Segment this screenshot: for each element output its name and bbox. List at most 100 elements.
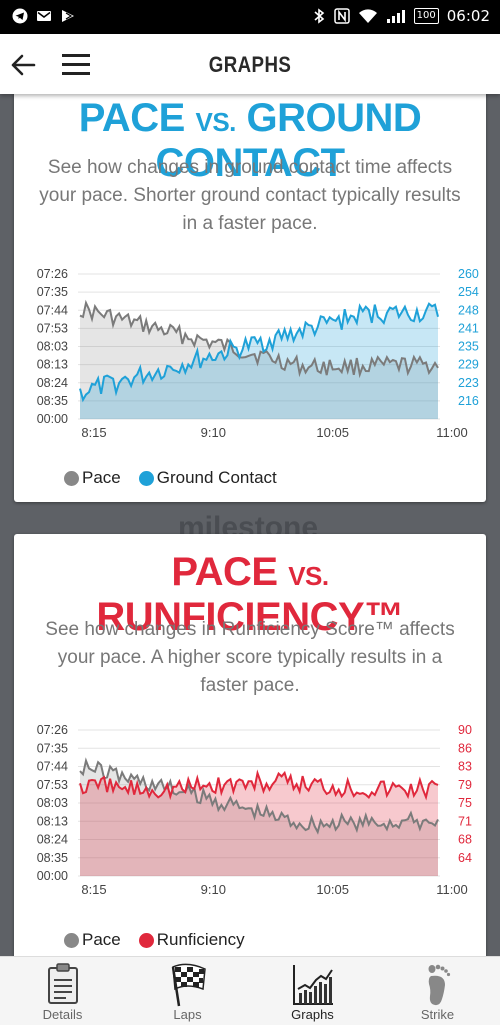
card-description: See how changes in ground contact time a… bbox=[39, 157, 461, 234]
bluetooth-icon bbox=[314, 8, 324, 24]
card-title-vs: VS. bbox=[288, 561, 329, 591]
graph-icon bbox=[292, 965, 333, 1005]
tab-label: Strike bbox=[420, 1007, 455, 1022]
y-right-tick-label: 248 bbox=[458, 303, 479, 317]
tab-details[interactable]: Details bbox=[0, 957, 125, 1025]
y-right-tick-label: 223 bbox=[458, 376, 479, 390]
page-title: GRAPHS bbox=[208, 52, 292, 77]
y-right-tick-label: 79 bbox=[458, 778, 472, 792]
tab-label: Graphs bbox=[291, 1007, 334, 1022]
checkered-flag-icon bbox=[171, 963, 206, 1007]
y-right-tick-label: 254 bbox=[458, 285, 479, 299]
clock: 06:02 bbox=[446, 7, 490, 25]
tab-label: Laps bbox=[173, 1007, 202, 1022]
card-title-left: PACE bbox=[78, 96, 186, 140]
legend-item-ground-contact[interactable]: Ground Contact bbox=[138, 468, 277, 488]
card-description: See how changes in Runficiency Score™ af… bbox=[45, 619, 455, 696]
y-right-tick-label: 216 bbox=[458, 394, 479, 408]
chart-legend: Pace Ground Contact bbox=[64, 468, 291, 488]
pace-runficiency-chart: 07:26 07:35 07:44 07:53 08:03 08:13 08:24 08:35… bbox=[37, 723, 472, 897]
ground-contact-series-line bbox=[79, 302, 439, 403]
y-right-tick-label: 64 bbox=[458, 851, 472, 865]
pace-vs-ground-contact-card: PACE VS. GROUND CONTACT See how changes … bbox=[14, 94, 486, 502]
y-left-tick-label: 07:53 bbox=[37, 778, 68, 792]
ground-contact-area bbox=[80, 303, 438, 419]
pace-series-line bbox=[79, 757, 439, 835]
nfc-icon bbox=[333, 8, 350, 24]
legend-dot bbox=[64, 470, 79, 486]
signal-icon bbox=[386, 10, 405, 23]
watermark-logo: milestone bbox=[178, 511, 319, 534]
y-left-tick-label: 07:35 bbox=[37, 285, 68, 299]
mail-icon bbox=[37, 11, 51, 21]
card-title-left: PACE bbox=[171, 550, 278, 594]
card-title-right: RUNFICIENCY™ bbox=[96, 595, 404, 639]
x-tick-label: 10:05 bbox=[316, 882, 349, 897]
chart-legend: Pace Runficiency bbox=[64, 930, 259, 950]
app-bar: GRAPHS bbox=[0, 34, 500, 94]
y-right-tick-label: 229 bbox=[458, 358, 479, 372]
y-left-tick-label: 08:35 bbox=[37, 394, 68, 408]
legend-item-pace[interactable]: Pace bbox=[64, 468, 121, 488]
legend-item-pace[interactable]: Pace bbox=[64, 930, 121, 950]
x-tick-label: 11:00 bbox=[436, 882, 468, 897]
tab-label: Details bbox=[42, 1007, 83, 1022]
legend-dot bbox=[138, 470, 154, 486]
y-left-tick-label: 08:13 bbox=[37, 358, 68, 372]
tab-graphs[interactable]: Graphs bbox=[250, 957, 375, 1025]
y-left-tick-label: 07:44 bbox=[37, 303, 68, 317]
back-arrow-icon[interactable] bbox=[8, 50, 38, 80]
status-bar: 100 06:02 bbox=[0, 0, 500, 34]
battery-indicator: 100 bbox=[413, 8, 439, 24]
y-left-tick-label: 08:13 bbox=[37, 814, 68, 828]
x-tick-label: 8:15 bbox=[81, 882, 106, 897]
hamburger-menu-icon[interactable] bbox=[60, 50, 94, 80]
legend-label: Pace bbox=[82, 468, 121, 487]
y-right-tick-label: 235 bbox=[458, 340, 479, 354]
y-left-tick-label: 07:35 bbox=[37, 741, 68, 755]
tab-laps[interactable]: Laps bbox=[125, 957, 250, 1025]
x-tick-label: 11:00 bbox=[436, 425, 468, 440]
wifi-icon bbox=[358, 9, 377, 23]
y-right-tick-label: 83 bbox=[458, 760, 472, 774]
card-title: PACE VS. RUNFICIENCY™ bbox=[14, 550, 486, 640]
card-title-right: GROUND CONTACT bbox=[155, 96, 422, 185]
card-title: PACE VS. GROUND CONTACT bbox=[14, 96, 486, 186]
y-right-tick-label: 68 bbox=[458, 833, 472, 847]
clipboard-icon bbox=[47, 963, 78, 1004]
legend-label: Pace bbox=[82, 930, 121, 949]
x-tick-label: 9:10 bbox=[201, 882, 226, 897]
y-left-tick-label: 00:00 bbox=[37, 412, 68, 426]
y-left-tick-label: 08:03 bbox=[37, 796, 68, 810]
bottom-navigation: Details Laps Graphs Strike bbox=[0, 956, 500, 1025]
y-left-tick-label: 08:03 bbox=[37, 340, 68, 354]
card-title-vs: VS. bbox=[195, 107, 236, 137]
y-left-tick-label: 07:26 bbox=[37, 267, 68, 281]
graphs-scroll-content[interactable]: PACE VS. GROUND CONTACT See how changes … bbox=[0, 94, 500, 956]
legend-label: Ground Contact bbox=[156, 468, 277, 487]
cast-icon bbox=[62, 10, 74, 22]
y-left-tick-label: 07:26 bbox=[37, 723, 68, 737]
x-tick-label: 8:15 bbox=[81, 425, 106, 440]
pace-ground-contact-chart: 07:26 07:35 07:44 07:53 08:03 08:13 08:24 08:35… bbox=[37, 267, 479, 440]
pace-series-line bbox=[79, 299, 439, 379]
y-right-tick-label: 90 bbox=[458, 723, 472, 737]
tab-strike[interactable]: Strike bbox=[375, 957, 500, 1025]
legend-label: Runficiency bbox=[156, 930, 245, 949]
runficiency-area bbox=[80, 772, 438, 876]
pace-vs-runficiency-card: PACE VS. RUNFICIENCY™ See how changes in… bbox=[14, 534, 486, 956]
y-left-tick-label: 00:00 bbox=[37, 869, 68, 883]
legend-dot bbox=[64, 932, 79, 948]
y-right-tick-label: 241 bbox=[458, 321, 479, 335]
y-left-tick-label: 08:24 bbox=[37, 376, 68, 390]
y-right-tick-label: 75 bbox=[458, 796, 472, 810]
y-left-tick-label: 07:44 bbox=[37, 760, 68, 774]
y-left-tick-label: 08:24 bbox=[37, 833, 68, 847]
y-left-tick-label: 08:35 bbox=[37, 851, 68, 865]
legend-item-runficiency[interactable]: Runficiency bbox=[138, 930, 245, 950]
legend-dot bbox=[138, 932, 154, 948]
y-left-tick-label: 07:53 bbox=[37, 321, 68, 335]
x-tick-label: 9:10 bbox=[201, 425, 226, 440]
y-right-tick-label: 86 bbox=[458, 741, 472, 755]
runficiency-series-line bbox=[79, 769, 439, 801]
